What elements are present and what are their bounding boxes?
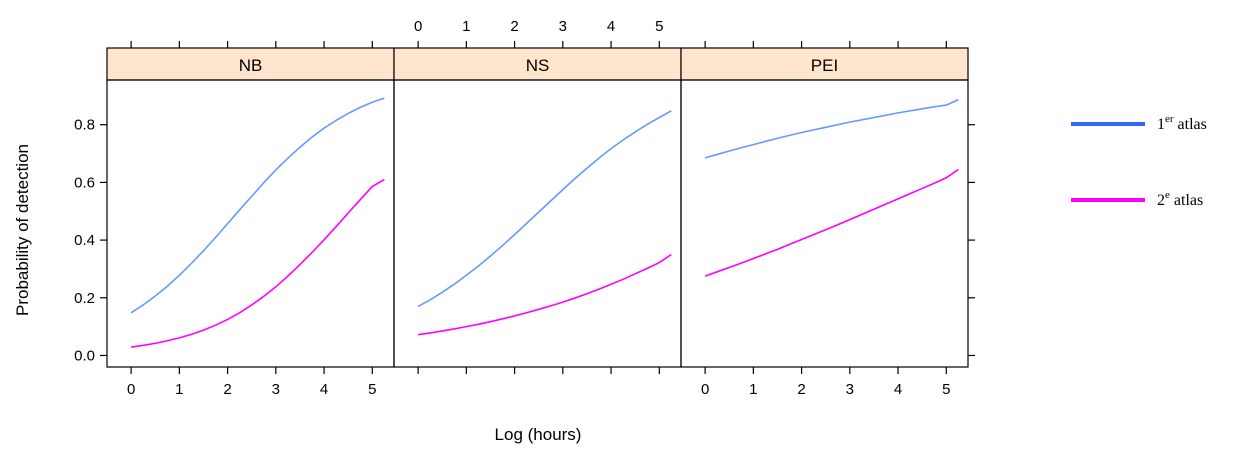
series-line-nb-2 bbox=[131, 178, 385, 348]
x-tick-label-bottom: 5 bbox=[942, 381, 950, 398]
y-tick-label: 0.2 bbox=[74, 290, 95, 307]
x-tick-label-bottom: 3 bbox=[846, 381, 854, 398]
legend-label-sup: er bbox=[1165, 113, 1174, 125]
series-line-nb-1 bbox=[130, 97, 385, 314]
series-line-pei-2 bbox=[704, 168, 959, 277]
x-tick-label-bottom: 0 bbox=[127, 381, 135, 398]
y-tick-label: 0.6 bbox=[74, 174, 95, 191]
legend-label-base: 1 bbox=[1157, 116, 1165, 133]
x-tick-label-bottom: 4 bbox=[320, 381, 328, 398]
x-tick-label-top: 2 bbox=[510, 18, 518, 35]
y-axis-title: Probability of detection bbox=[13, 144, 32, 316]
panel-frame-ns bbox=[393, 79, 682, 368]
axis-ticks bbox=[100, 41, 975, 374]
x-tick-label-bottom: 4 bbox=[894, 381, 902, 398]
x-tick-label-bottom: 0 bbox=[701, 381, 709, 398]
x-tick-label-bottom: 3 bbox=[272, 381, 280, 398]
panel-frames bbox=[106, 79, 969, 368]
x-tick-label-top: 5 bbox=[655, 18, 663, 35]
strip-label-ns: NS bbox=[526, 56, 550, 75]
x-tick-label-top: 0 bbox=[414, 18, 422, 35]
x-tick-label-top: 4 bbox=[607, 18, 615, 35]
series-line-ns-2 bbox=[418, 253, 672, 336]
x-tick-label-bottom: 1 bbox=[175, 381, 183, 398]
legend-label-base: 2 bbox=[1157, 192, 1165, 209]
legend-label-sup: e bbox=[1165, 189, 1170, 201]
legend-label-1: 1er atlas bbox=[1157, 113, 1207, 133]
series-line-ns-1 bbox=[417, 110, 672, 308]
panel-strips: NB NS PEI bbox=[106, 47, 969, 81]
y-tick-label: 0.4 bbox=[74, 232, 95, 249]
legend-label-rest: atlas bbox=[1174, 116, 1207, 133]
x-tick-label-bottom: 2 bbox=[223, 381, 231, 398]
strip-pei bbox=[680, 47, 969, 81]
y-tick-label: 0.0 bbox=[74, 347, 95, 364]
legend-label-rest: atlas bbox=[1170, 192, 1203, 209]
series-lines bbox=[130, 97, 959, 348]
panel-frame-nb bbox=[106, 79, 395, 368]
x-tick-label-top: 3 bbox=[559, 18, 567, 35]
legend-label-2: 2e atlas bbox=[1157, 189, 1203, 209]
series-line-pei-1 bbox=[704, 98, 959, 159]
x-tick-label-bottom: 1 bbox=[749, 381, 757, 398]
panel-frame-pei bbox=[680, 79, 969, 368]
x-tick-label-bottom: 5 bbox=[368, 381, 376, 398]
strip-nb bbox=[106, 47, 395, 81]
strip-label-pei: PEI bbox=[811, 56, 838, 75]
x-tick-label-bottom: 2 bbox=[797, 381, 805, 398]
x-tick-label-top: 1 bbox=[462, 18, 470, 35]
strip-ns bbox=[393, 47, 682, 81]
tick-labels: 0 1 2 3 4 5 0 1 2 3 4 5 0 1 2 3 4 5 0.0 0.2 0.4 0.6 0.8 bbox=[74, 18, 950, 398]
strip-label-nb: NB bbox=[239, 56, 263, 75]
y-tick-label: 0.8 bbox=[74, 117, 95, 134]
x-axis-title: Log (hours) bbox=[495, 425, 582, 444]
